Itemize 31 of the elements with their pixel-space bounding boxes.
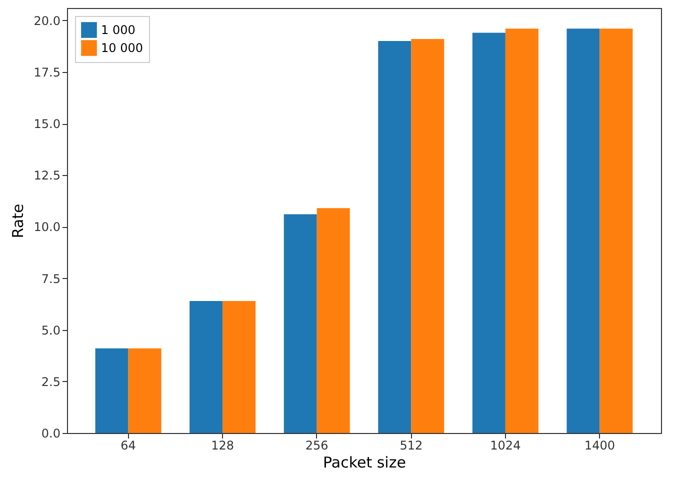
bar bbox=[222, 300, 256, 433]
bar bbox=[284, 214, 317, 433]
y-tick-label: 17.5 bbox=[34, 65, 60, 80]
bar bbox=[378, 41, 412, 433]
bar bbox=[600, 28, 633, 433]
x-tick-label: 128 bbox=[211, 438, 234, 452]
y-tick-label: 10.0 bbox=[34, 220, 60, 234]
x-tick-label: 512 bbox=[400, 438, 423, 452]
bar bbox=[472, 32, 506, 433]
y-axis-title: Rate bbox=[8, 204, 27, 238]
y-tick-label: 7.5 bbox=[41, 272, 60, 286]
y-tick-label: 20.0 bbox=[34, 14, 60, 28]
x-tick-label: 1400 bbox=[584, 438, 615, 452]
y-tick-label: 5.0 bbox=[41, 323, 60, 338]
x-tick-label: 64 bbox=[120, 438, 136, 452]
bar bbox=[128, 348, 162, 433]
y-tick-label: 15.0 bbox=[34, 117, 60, 132]
y-tick-label: 2.5 bbox=[41, 374, 60, 389]
legend-label: 1 000 bbox=[101, 23, 136, 37]
bar bbox=[411, 38, 444, 433]
x-tick-label: 1024 bbox=[490, 438, 521, 452]
x-tick-label: 256 bbox=[305, 438, 328, 452]
x-axis-title: Packet size bbox=[323, 454, 406, 472]
bar bbox=[566, 28, 600, 433]
bar bbox=[505, 28, 538, 433]
y-tick-label: 0.0 bbox=[41, 426, 60, 440]
legend-label: 10 000 bbox=[101, 41, 143, 55]
bar bbox=[316, 208, 350, 433]
bar bbox=[95, 348, 128, 433]
bar bbox=[190, 300, 223, 433]
y-tick-label: 12.5 bbox=[34, 168, 60, 183]
